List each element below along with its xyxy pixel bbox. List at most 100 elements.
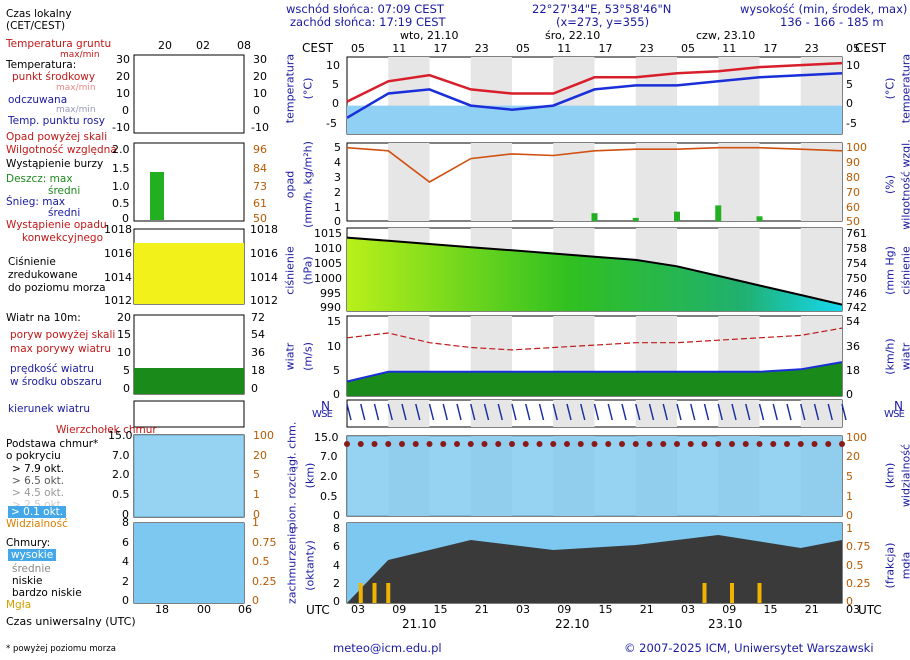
hour-bottom-label: 15: [598, 603, 613, 616]
local-hour-3: 08: [237, 39, 251, 52]
hum-tick-3: 80: [846, 171, 860, 184]
fog-axis-title-right: mgła: [899, 551, 910, 580]
wind-title-label: Wiatr na 10m:: [6, 312, 81, 324]
press-mm-tick-3: 754: [846, 257, 867, 270]
cloud-top-dot: [756, 441, 763, 447]
cloud-top-dot: [701, 441, 708, 447]
local-hour-2: 02: [196, 39, 210, 52]
lt-cloud-tick-4: 0.5: [112, 488, 130, 501]
cloud-high-label: wysokie: [8, 549, 57, 561]
press-axis-title-left: ciśnienie: [283, 246, 297, 295]
lt-press-tick-1: 1018: [104, 223, 132, 236]
utc-hour-2: 00: [197, 603, 211, 616]
cloud-tick-5: 0: [333, 509, 340, 522]
lt-wind-rtick-3: 36: [251, 346, 265, 359]
cloud-top-dot: [797, 441, 804, 447]
fog-bar: [358, 583, 363, 603]
hour-bottom-label: 15: [433, 603, 448, 616]
contact-email[interactable]: meteo@icm.edu.pl: [333, 641, 442, 655]
precip-tick-4: 2: [334, 186, 341, 199]
press-tick-5: 995: [320, 287, 341, 300]
snow-mean-label: średni: [48, 207, 81, 219]
cc-tick-5: 0: [333, 595, 340, 608]
fog-tick-2: 0.75: [846, 540, 871, 553]
precip-bar: [591, 213, 598, 221]
wind-speed-label: prędkość wiatru: [10, 363, 94, 375]
utc-right-label: UTC: [858, 603, 882, 617]
wind-arrow: [621, 403, 627, 421]
day-label-3: czw, 23.10: [696, 29, 756, 42]
cloud-tick-2: 7.0: [320, 450, 338, 463]
cloud-cover-label: o pokryciu: [6, 450, 61, 462]
vis-tick-4: 1: [846, 490, 853, 503]
precip-tick-2: 4: [334, 156, 341, 169]
lt-cc-tick-3: 4: [122, 555, 129, 568]
temp-tick-2: 5: [332, 78, 339, 91]
gust-max-label: max porywy wiatru: [10, 343, 112, 355]
okt-label-1: > 7.9 okt.: [12, 463, 65, 475]
lt-wind-rtick-2: 54: [251, 328, 265, 341]
freeze-zone: [347, 105, 842, 134]
fog-tick-5: 0: [846, 595, 853, 608]
wind-kmh-tick-3: 18: [846, 364, 860, 377]
wind-arrow: [497, 403, 503, 421]
wind-arrow: [827, 403, 833, 421]
lt-cloud-tick-1: 15.0: [108, 429, 133, 442]
lt-press-tick-4: 1012: [104, 294, 132, 307]
cc-tick-4: 2: [333, 577, 340, 590]
wind-direction-label: kierunek wiatru: [8, 403, 90, 415]
lp-temp-frame: [133, 54, 245, 134]
hour-bottom-label: 03: [516, 603, 530, 616]
snow-max-label: Śnieg: max: [6, 196, 66, 208]
wind-arrow: [676, 403, 682, 421]
cc-tick-1: 8: [333, 522, 340, 535]
temp-tick-1: 10: [326, 59, 340, 72]
shade-dir: [718, 400, 760, 427]
hour-bottom-label: 03: [846, 603, 860, 616]
cloud-top-label: Wierzchołek chmur: [56, 424, 157, 436]
wind-arrow: [483, 403, 490, 421]
shade-precip: [718, 143, 760, 221]
cloud-tick-3: 2.0: [320, 470, 338, 483]
cloud-top-dot: [440, 441, 447, 447]
hour-bottom-label: 15: [763, 603, 778, 616]
temp-ground-label: Temperatura gruntu: [6, 38, 112, 50]
lt-press-rtick-4: 1012: [250, 294, 278, 307]
lt-fog-tick-3: 0.5: [252, 555, 270, 568]
lt-hum-tick-2: 84: [253, 162, 267, 175]
wind-arrow: [456, 403, 462, 421]
mid-point-label: punkt środkowy: [12, 71, 96, 83]
shade-dir: [800, 400, 842, 427]
lp-precip-bar: [150, 172, 164, 220]
lt-wind-rtick-4: 18: [251, 364, 265, 377]
pressure-label-2: zredukowane: [8, 269, 78, 281]
mid-point-sub: max/min: [56, 83, 96, 93]
utc-hour-3: 06: [238, 603, 252, 616]
cloud-top-dot: [825, 441, 832, 447]
hour-top-label: 23: [804, 42, 819, 55]
bottom-day-2: 22.10: [555, 617, 590, 631]
lt-hum-tick-5: 50: [253, 212, 267, 225]
cloud-top-dot: [770, 441, 777, 447]
lp-cc-fill: [134, 523, 244, 603]
cloud-top-dot: [371, 441, 378, 447]
utc-left-label: UTC: [306, 603, 330, 617]
cloud-top-dot: [660, 441, 667, 447]
shade-dir: [388, 400, 430, 427]
cloud-mid-label: średnie: [12, 563, 51, 575]
lt-press-tick-3: 1014: [104, 271, 132, 284]
shade-dir: [635, 400, 677, 427]
cloud-top-dot: [577, 441, 584, 447]
cloud-top-dot: [632, 441, 639, 447]
hour-top-label: 11: [557, 42, 572, 55]
precip-tick-3: 3: [334, 171, 341, 184]
lt-vis-tick-2: 20: [253, 449, 267, 462]
altitude-label: wysokość (min, środek, max): [740, 2, 908, 16]
press-tick-2: 1010: [314, 242, 342, 255]
humidity-line: [346, 146, 843, 183]
lt-vis-tick-1: 100: [253, 429, 274, 442]
vis-axis-unit-right: (km): [883, 462, 897, 489]
hour-top-label: 11: [722, 42, 737, 55]
fog-tick-3: 0.5: [846, 559, 864, 572]
